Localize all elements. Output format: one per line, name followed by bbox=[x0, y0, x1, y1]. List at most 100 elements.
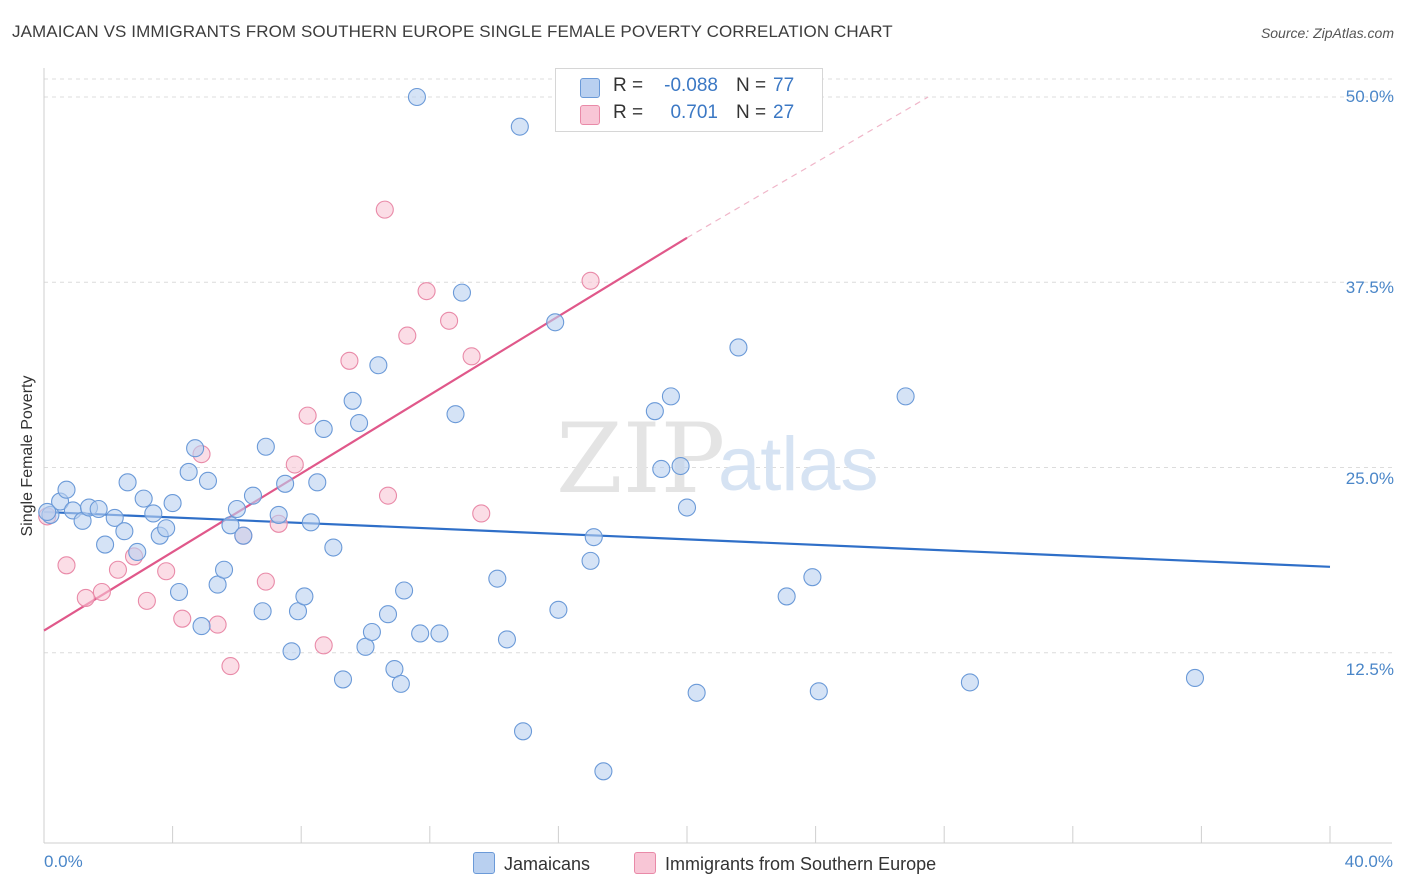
legend-item-immigrants[interactable]: Immigrants from Southern Europe bbox=[634, 852, 936, 875]
data-point-jamaicans bbox=[163, 494, 182, 513]
data-point-immigrants bbox=[221, 657, 240, 676]
data-point-jamaicans bbox=[652, 459, 671, 479]
y-tick-label: 50.0% bbox=[1345, 87, 1394, 106]
points-immigrants-southern-europe bbox=[38, 200, 600, 676]
data-point-immigrants bbox=[378, 486, 398, 505]
data-point-jamaicans bbox=[115, 522, 134, 541]
legend-label-jamaicans: Jamaicans bbox=[504, 854, 591, 874]
data-point-jamaicans bbox=[395, 581, 414, 600]
data-point-jamaicans bbox=[1185, 668, 1205, 687]
data-point-jamaicans bbox=[488, 569, 507, 588]
data-point-jamaicans bbox=[157, 519, 176, 538]
legend-n-label: N = bbox=[736, 75, 767, 96]
data-point-jamaicans bbox=[227, 499, 246, 519]
data-point-jamaicans bbox=[234, 526, 253, 545]
gridlines bbox=[44, 78, 1392, 654]
data-point-jamaicans bbox=[645, 402, 664, 421]
data-point-jamaicans bbox=[214, 560, 234, 579]
data-point-immigrants bbox=[472, 504, 491, 523]
legend-r-value: 0.701 bbox=[670, 102, 718, 123]
legend-r-value: -0.088 bbox=[664, 75, 718, 96]
data-point-jamaicans bbox=[546, 313, 565, 332]
legend-swatch-blue bbox=[473, 852, 495, 874]
data-point-immigrants bbox=[581, 271, 600, 290]
axes bbox=[43, 68, 1392, 844]
x-tick-label-min: 0.0% bbox=[44, 852, 83, 871]
legend-n-value: 77 bbox=[773, 75, 795, 96]
data-point-jamaicans bbox=[594, 762, 613, 781]
data-point-jamaicans bbox=[96, 535, 115, 554]
data-point-jamaicans bbox=[549, 600, 568, 619]
data-point-jamaicans bbox=[581, 551, 600, 570]
data-point-jamaicans bbox=[513, 722, 533, 741]
data-point-jamaicans bbox=[324, 538, 343, 557]
data-point-jamaicans bbox=[510, 117, 529, 136]
data-point-jamaicans bbox=[192, 617, 211, 636]
watermark-atlas: atlas bbox=[718, 422, 879, 507]
data-point-jamaicans bbox=[253, 602, 272, 621]
data-point-jamaicans bbox=[452, 283, 472, 302]
watermark-zip: ZIP bbox=[556, 403, 725, 515]
trend-line-extension-immigrants bbox=[686, 96, 929, 239]
data-point-jamaicans bbox=[729, 338, 748, 357]
data-point-immigrants bbox=[57, 556, 76, 575]
y-tick-label: 37.5% bbox=[1345, 278, 1394, 297]
data-point-immigrants bbox=[208, 615, 227, 634]
data-point-immigrants bbox=[285, 455, 304, 474]
data-point-jamaicans bbox=[687, 683, 706, 702]
data-point-jamaicans bbox=[809, 682, 828, 701]
data-point-immigrants bbox=[314, 636, 333, 655]
legend-row-jamaicans: R = -0.088 N = 77 bbox=[556, 74, 822, 100]
data-point-jamaicans bbox=[896, 387, 915, 406]
legend-r-label: R = bbox=[613, 75, 644, 96]
data-point-jamaicans bbox=[269, 505, 288, 524]
legend-n-label: N = bbox=[736, 102, 767, 123]
data-point-jamaicans bbox=[282, 642, 301, 661]
data-point-jamaicans bbox=[256, 437, 275, 456]
data-point-jamaicans bbox=[960, 673, 979, 692]
data-point-jamaicans bbox=[497, 630, 517, 649]
points-jamaicans bbox=[38, 87, 1205, 781]
data-point-jamaicans bbox=[430, 624, 449, 643]
data-point-immigrants bbox=[173, 609, 192, 628]
data-point-jamaicans bbox=[369, 356, 388, 375]
data-point-jamaicans bbox=[411, 624, 430, 643]
data-point-jamaicans bbox=[243, 486, 263, 505]
data-point-jamaicans bbox=[446, 405, 465, 424]
data-point-immigrants bbox=[375, 200, 394, 219]
data-point-jamaicans bbox=[378, 605, 398, 624]
data-point-immigrants bbox=[92, 582, 111, 602]
source-label: Source: ZipAtlas.com bbox=[1260, 25, 1394, 41]
data-point-jamaicans bbox=[221, 516, 240, 535]
legend-swatch-blue bbox=[580, 78, 600, 98]
legend-label-immigrants: Immigrants from Southern Europe bbox=[665, 854, 937, 874]
x-tick-label-max: 40.0% bbox=[1344, 852, 1393, 871]
data-point-jamaicans bbox=[671, 456, 690, 476]
data-point-jamaicans bbox=[186, 439, 205, 458]
data-point-immigrants bbox=[256, 572, 275, 591]
data-point-jamaicans bbox=[276, 474, 295, 493]
data-point-jamaicans bbox=[343, 391, 362, 410]
data-point-jamaicans bbox=[314, 419, 333, 439]
data-point-jamaicans bbox=[105, 508, 124, 527]
y-tick-label: 25.0% bbox=[1345, 469, 1394, 488]
data-point-jamaicans bbox=[777, 587, 796, 606]
data-point-jamaicans bbox=[57, 480, 76, 499]
y-tick-label: 12.5% bbox=[1345, 660, 1394, 679]
legend-n-value: 27 bbox=[773, 102, 795, 123]
data-point-jamaicans bbox=[308, 473, 327, 492]
y-axis-label: Single Female Poverty bbox=[19, 375, 36, 537]
data-point-jamaicans bbox=[584, 528, 603, 547]
data-point-immigrants bbox=[340, 351, 359, 370]
data-point-jamaicans bbox=[677, 498, 697, 517]
legend-r-label: R = bbox=[613, 102, 644, 123]
chart-title: JAMAICAN VS IMMIGRANTS FROM SOUTHERN EUR… bbox=[12, 22, 893, 41]
data-point-jamaicans bbox=[391, 674, 410, 693]
watermark: ZIP atlas bbox=[556, 403, 879, 515]
data-point-immigrants bbox=[462, 347, 481, 366]
data-point-jamaicans bbox=[661, 387, 680, 406]
data-point-jamaicans bbox=[179, 462, 198, 481]
data-point-jamaicans bbox=[134, 489, 153, 508]
legend-item-jamaicans[interactable]: Jamaicans bbox=[473, 852, 590, 875]
